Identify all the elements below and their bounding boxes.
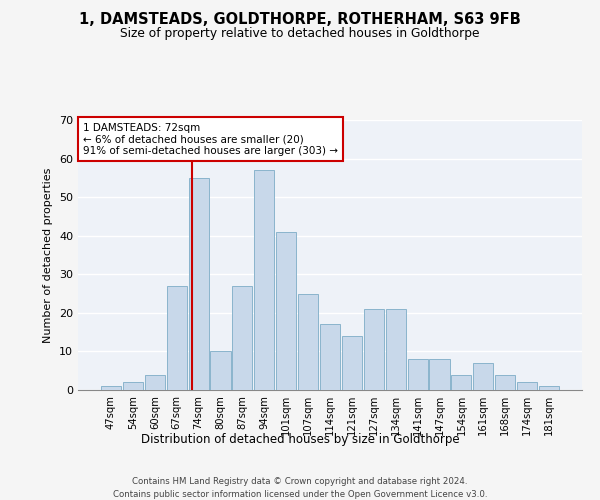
Bar bbox=[539, 386, 559, 390]
Text: Distribution of detached houses by size in Goldthorpe: Distribution of detached houses by size … bbox=[140, 432, 460, 446]
Bar bbox=[407, 359, 428, 390]
Bar bbox=[517, 382, 537, 390]
Bar bbox=[123, 382, 143, 390]
Bar bbox=[101, 386, 121, 390]
Bar bbox=[232, 286, 253, 390]
Bar bbox=[211, 352, 230, 390]
Bar bbox=[320, 324, 340, 390]
Text: Size of property relative to detached houses in Goldthorpe: Size of property relative to detached ho… bbox=[120, 28, 480, 40]
Bar bbox=[430, 359, 449, 390]
Text: 1 DAMSTEADS: 72sqm
← 6% of detached houses are smaller (20)
91% of semi-detached: 1 DAMSTEADS: 72sqm ← 6% of detached hous… bbox=[83, 122, 338, 156]
Bar bbox=[386, 309, 406, 390]
Text: Contains public sector information licensed under the Open Government Licence v3: Contains public sector information licen… bbox=[113, 490, 487, 499]
Text: 1, DAMSTEADS, GOLDTHORPE, ROTHERHAM, S63 9FB: 1, DAMSTEADS, GOLDTHORPE, ROTHERHAM, S63… bbox=[79, 12, 521, 28]
Bar bbox=[451, 374, 472, 390]
Bar bbox=[276, 232, 296, 390]
Bar bbox=[495, 374, 515, 390]
Bar bbox=[167, 286, 187, 390]
Bar bbox=[188, 178, 209, 390]
Text: Contains HM Land Registry data © Crown copyright and database right 2024.: Contains HM Land Registry data © Crown c… bbox=[132, 478, 468, 486]
Bar bbox=[145, 374, 165, 390]
Bar bbox=[254, 170, 274, 390]
Bar bbox=[364, 309, 384, 390]
Y-axis label: Number of detached properties: Number of detached properties bbox=[43, 168, 53, 342]
Bar bbox=[298, 294, 318, 390]
Bar bbox=[342, 336, 362, 390]
Bar bbox=[473, 363, 493, 390]
